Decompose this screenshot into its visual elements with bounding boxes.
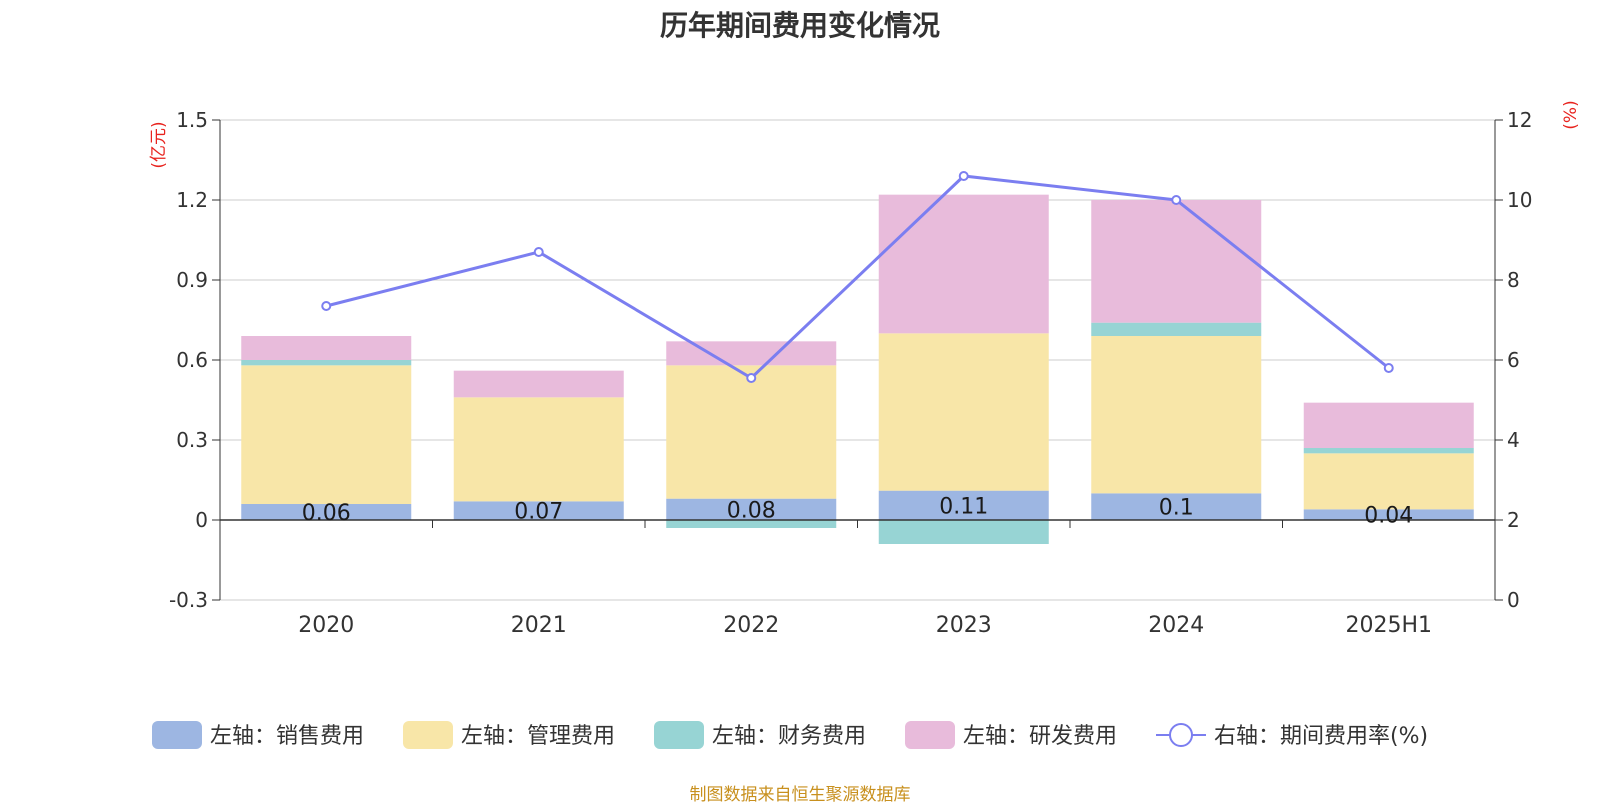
line-path	[325, 174, 1390, 380]
right-axis-tick-label: 8	[1507, 268, 1520, 292]
left-axis-tick-label: 0.6	[176, 348, 208, 372]
bar-segment	[1303, 448, 1474, 454]
right-axis-tick-label: 4	[1507, 428, 1520, 452]
line-point	[533, 247, 544, 257]
bar-data-label: 0.11	[939, 494, 988, 519]
source-note: 制图数据来自恒生聚源数据库	[689, 785, 911, 805]
left-axis-tick-label: 0	[195, 508, 208, 532]
axes: -0.3 0 0.3 0.6 0.9 1.2 1.5 0 2 4 6 8 10 12 (亿元) (%) 2020…	[149, 100, 1581, 638]
left-axis-tick-label: 1.5	[176, 108, 208, 132]
bar-segment	[241, 336, 412, 360]
bar-segment	[1091, 200, 1262, 323]
bar-segment	[1303, 509, 1474, 520]
left-axis-unit: (亿元)	[149, 121, 169, 168]
bar-segment	[1303, 402, 1474, 448]
x-axis-tick-label: 2020	[298, 613, 354, 638]
right-axis-tick-label: 0	[1507, 588, 1520, 612]
line-point	[746, 373, 757, 383]
legend-label: 右轴：期间费用率(%)	[1214, 724, 1428, 749]
bar-data-label: 0.08	[727, 498, 776, 523]
legend: 左轴：销售费用 左轴：管理费用 左轴：财务费用 左轴：研发费用 右轴：期间费用率(%)	[152, 721, 1428, 749]
bar-segment	[666, 520, 837, 528]
bars	[241, 194, 1474, 544]
bar-segment	[241, 504, 412, 520]
bar-data-label: 0.04	[1364, 504, 1413, 529]
right-axis-tick-label: 6	[1507, 348, 1520, 372]
legend-swatch	[654, 721, 704, 749]
legend-marker	[1169, 723, 1193, 747]
right-axis-tick-label: 2	[1507, 508, 1520, 532]
bar-segment	[666, 341, 837, 366]
bar-segment	[878, 333, 1049, 491]
bar-data-label: 0.1	[1159, 496, 1194, 521]
data-labels: 0.06 0.07 0.08 0.11 0.1 0.04	[302, 494, 1413, 528]
bar-segment	[453, 501, 624, 520]
bar-segment	[878, 520, 1049, 544]
line-series	[321, 171, 1394, 383]
legend-swatch	[905, 721, 955, 749]
bar-segment	[666, 365, 837, 499]
left-axis-tick-label: 0.3	[176, 428, 208, 452]
legend-label: 左轴：研发费用	[963, 724, 1117, 749]
chart-title: 历年期间费用变化情况	[659, 9, 940, 42]
bar-segment	[878, 194, 1049, 334]
line-point	[958, 171, 969, 181]
bar-segment	[1091, 322, 1262, 336]
bar-segment	[241, 360, 412, 366]
bar-segment	[453, 397, 624, 502]
legend-swatch	[152, 721, 202, 749]
x-axis-tick-label: 2025H1	[1345, 613, 1432, 638]
bar-segment	[878, 490, 1049, 520]
line-point	[1171, 195, 1182, 205]
legend-label: 左轴：财务费用	[712, 724, 866, 749]
bar-segment	[241, 365, 412, 504]
left-axis-tick-label: 1.2	[176, 188, 208, 212]
line-point	[1383, 363, 1394, 373]
x-axis-tick-label: 2023	[936, 613, 992, 638]
right-axis-tick-label: 10	[1507, 188, 1532, 212]
bar-segment	[1091, 493, 1262, 520]
right-axis-unit: (%)	[1561, 100, 1581, 129]
x-axis-tick-label: 2021	[511, 613, 567, 638]
bar-data-label: 0.06	[302, 501, 351, 526]
bar-data-label: 0.07	[514, 500, 563, 525]
bar-segment	[1303, 453, 1474, 510]
x-axis-tick-label: 2022	[723, 613, 779, 638]
bar-segment	[1091, 336, 1262, 494]
legend-label: 左轴：销售费用	[210, 724, 364, 749]
x-axis-tick-label: 2024	[1148, 613, 1204, 638]
line-point	[321, 301, 332, 311]
right-axis-tick-label: 12	[1507, 108, 1532, 132]
left-axis-tick-label: 0.9	[176, 268, 208, 292]
bar-segment	[666, 498, 837, 520]
legend-swatch	[403, 721, 453, 749]
left-axis-tick-label: -0.3	[169, 588, 208, 612]
legend-label: 左轴：管理费用	[461, 724, 615, 749]
bar-segment	[453, 370, 624, 398]
